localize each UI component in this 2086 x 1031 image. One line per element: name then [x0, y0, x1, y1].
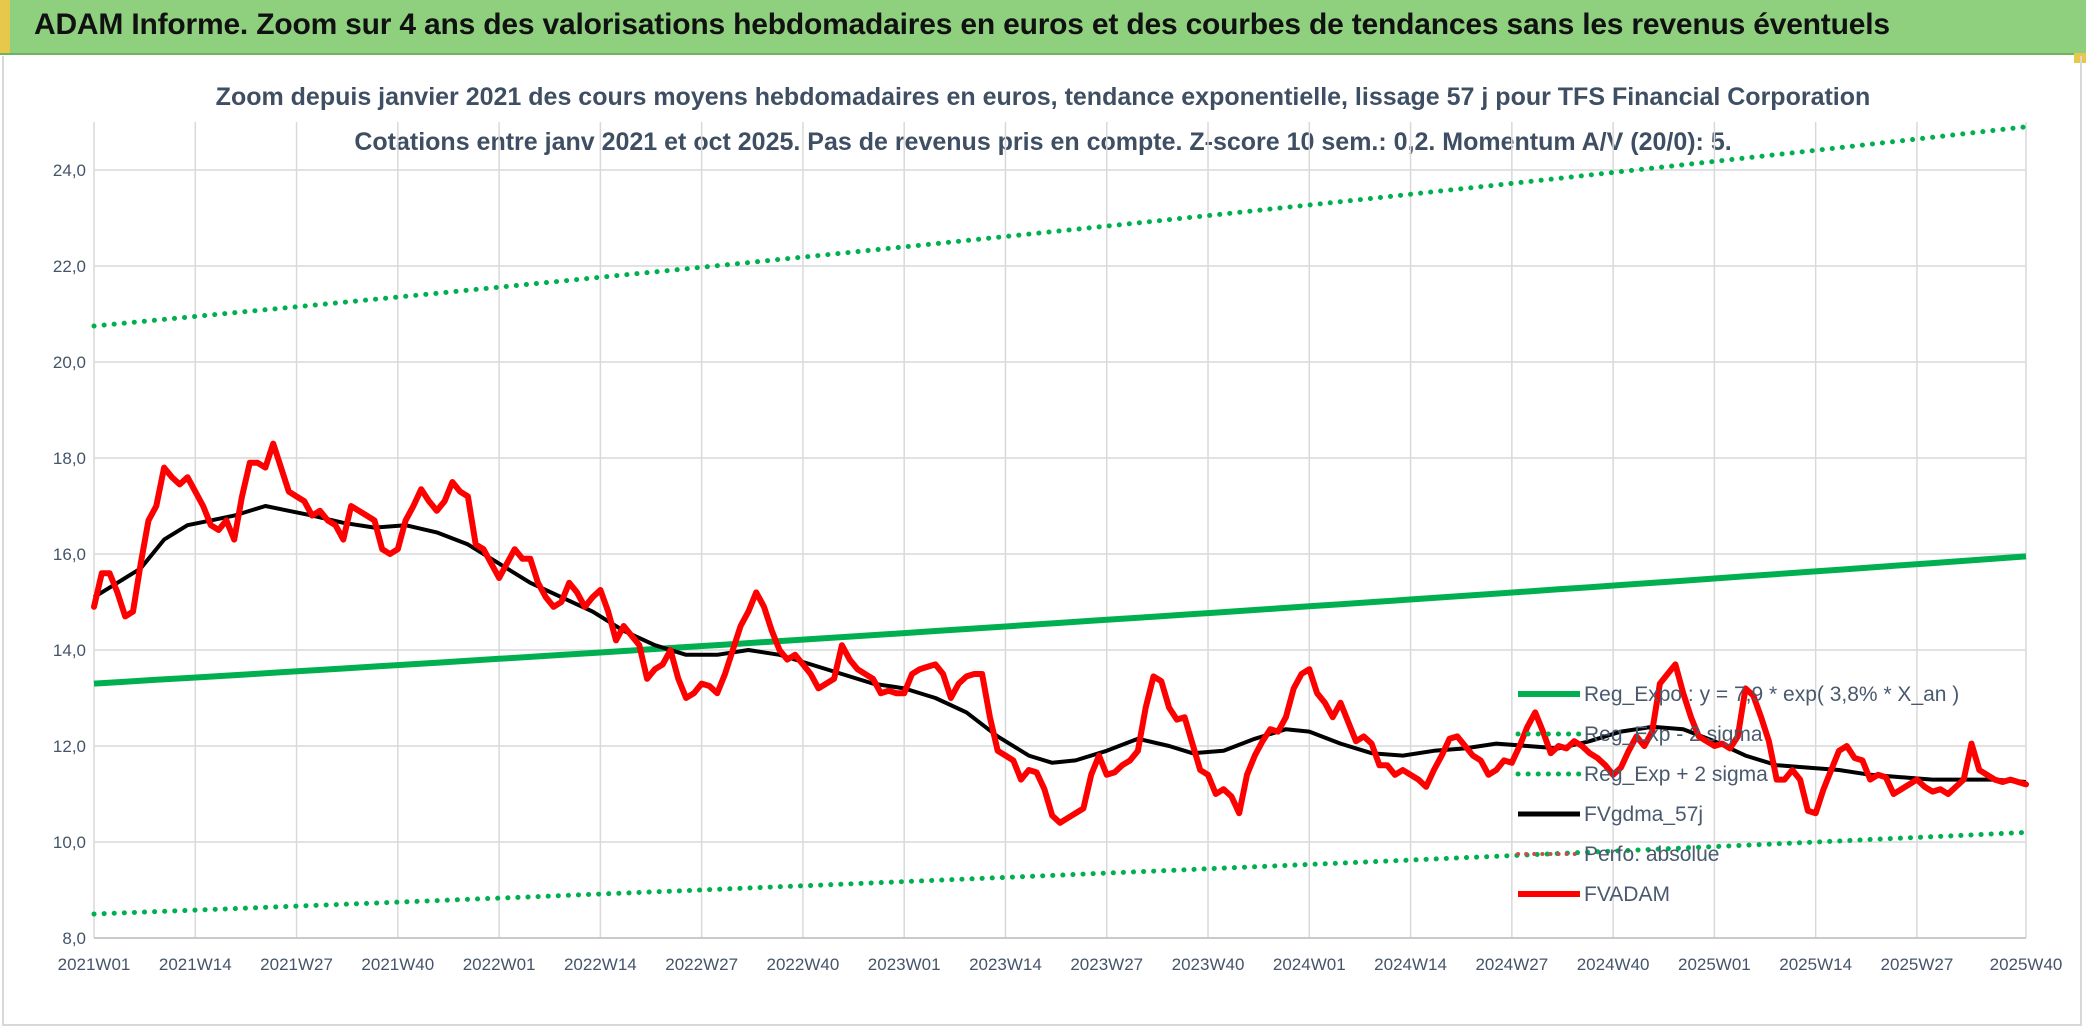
- x-tick-label: 2025W01: [1678, 955, 1751, 974]
- x-tick-label: 2022W40: [767, 955, 840, 974]
- legend-label: FVgdma_57j: [1584, 803, 1703, 826]
- x-tick-label: 2023W01: [868, 955, 941, 974]
- legend-label: Perfo. absolue: [1584, 843, 1719, 866]
- x-tick-label: 2021W14: [159, 955, 232, 974]
- x-tick-label: 2022W01: [463, 955, 536, 974]
- series-smoothed: [92, 504, 2027, 784]
- x-tick-label: 2023W14: [969, 955, 1042, 974]
- x-tick-label: 2023W40: [1172, 955, 1245, 974]
- x-tick-label: 2022W14: [564, 955, 637, 974]
- x-tick-label: 2025W14: [1779, 955, 1852, 974]
- x-tick-label: 2025W27: [1881, 955, 1954, 974]
- y-tick-label: 8,0: [62, 929, 86, 948]
- x-tick-label: 2021W27: [260, 955, 333, 974]
- x-tick-label: 2024W27: [1475, 955, 1548, 974]
- y-tick-label: 20,0: [53, 353, 86, 372]
- y-tick-label: 12,0: [53, 737, 86, 756]
- x-tick-label: 2021W40: [361, 955, 434, 974]
- series-trend: [93, 553, 2027, 687]
- banner-title: ADAM Informe. Zoom sur 4 ans des valoris…: [34, 8, 1890, 41]
- x-tick-label: 2022W27: [665, 955, 738, 974]
- series-lower-band: [91, 829, 2029, 917]
- series-upper-band: [91, 124, 2029, 329]
- x-tick-label: 2025W40: [1990, 955, 2063, 974]
- y-tick-label: 22,0: [53, 257, 86, 276]
- header-banner: ADAM Informe. Zoom sur 4 ans des valoris…: [0, 0, 2086, 55]
- legend-label: FVADAM: [1584, 883, 1670, 906]
- x-tick-label: 2021W01: [58, 955, 131, 974]
- x-tick-label: 2024W40: [1577, 955, 1650, 974]
- legend-label: Reg_Exp - 2 sigma: [1584, 723, 1763, 746]
- y-tick-label: 10,0: [53, 833, 86, 852]
- y-tick-label: 14,0: [53, 641, 86, 660]
- x-tick-label: 2024W14: [1374, 955, 1447, 974]
- y-tick-label: 24,0: [53, 161, 86, 180]
- x-tick-label: 2024W01: [1273, 955, 1346, 974]
- y-tick-label: 16,0: [53, 545, 86, 564]
- chart-frame: [2, 56, 2082, 1026]
- legend-label: Reg_Exp + 2 sigma: [1584, 763, 1768, 786]
- legend-label: Reg_Expo : y = 7,9 * exp( 3,8% * X_an ): [1584, 683, 1959, 706]
- chart-subtitle: Cotations entre janv 2021 et oct 2025. P…: [354, 128, 1732, 156]
- y-tick-label: 18,0: [53, 449, 86, 468]
- banner-accent: [0, 0, 10, 53]
- chart-title: Zoom depuis janvier 2021 des cours moyen…: [215, 83, 1871, 111]
- series-price: [91, 440, 2029, 826]
- x-tick-label: 2023W27: [1070, 955, 1143, 974]
